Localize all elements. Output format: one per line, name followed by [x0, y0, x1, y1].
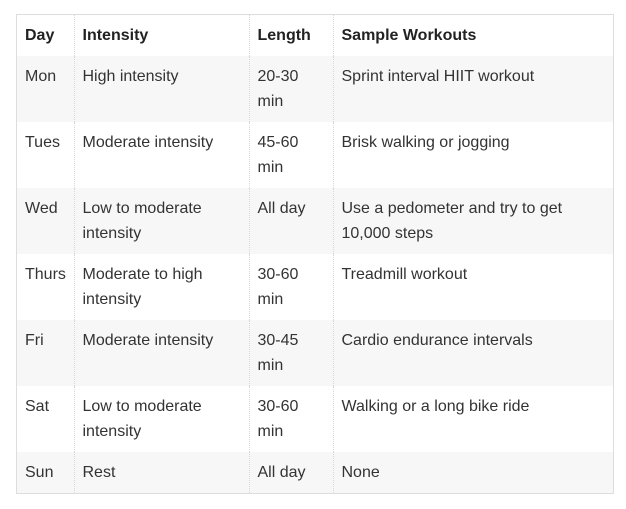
table-row: Mon High intensity 20-30 min Sprint inte…: [17, 56, 613, 122]
header-row: Day Intensity Length Sample Workouts: [17, 15, 613, 56]
cell-day: Fri: [25, 332, 44, 349]
cell-intensity: Low to moderate intensity: [73, 188, 249, 254]
cell-day: Sun: [25, 464, 54, 481]
header-day: Day: [25, 27, 55, 44]
table-body: Mon High intensity 20-30 min Sprint inte…: [17, 56, 613, 493]
cell-workout: Brisk walking or jogging: [332, 122, 613, 188]
cell-length: 20-30 min: [248, 56, 333, 122]
cell-length: 45-60 min: [248, 122, 333, 188]
table-row: Sat Low to moderate intensity 30-60 min …: [17, 386, 613, 452]
cell-workout: Use a pedometer and try to get 10,000 st…: [332, 188, 613, 254]
table-header: Day Intensity Length Sample Workouts: [17, 15, 613, 56]
table-row: Thurs Moderate to high intensity 30-60 m…: [17, 254, 613, 320]
header-intensity: Intensity: [73, 15, 249, 56]
table-row: Sun Rest All day None: [17, 452, 613, 493]
cell-intensity: High intensity: [73, 56, 249, 122]
cell-intensity: Rest: [73, 452, 249, 493]
cell-workout: Walking or a long bike ride: [332, 386, 613, 452]
cell-workout: Treadmill workout: [332, 254, 613, 320]
cell-intensity: Moderate intensity: [73, 320, 249, 386]
cell-length: 30-45 min: [248, 320, 333, 386]
workout-schedule-table: Day Intensity Length Sample Workouts Mon…: [16, 14, 614, 494]
cell-length: 30-60 min: [248, 386, 333, 452]
table-row: Wed Low to moderate intensity All day Us…: [17, 188, 613, 254]
cell-day: Sat: [25, 398, 50, 415]
cell-day: Wed: [25, 200, 58, 217]
cell-day: Thurs: [25, 266, 66, 283]
cell-length: 30-60 min: [248, 254, 333, 320]
cell-workout: None: [332, 452, 613, 493]
cell-length: All day: [248, 452, 333, 493]
table-row: Fri Moderate intensity 30-45 min Cardio …: [17, 320, 613, 386]
cell-day: Mon: [25, 68, 57, 85]
cell-workout: Cardio endurance intervals: [332, 320, 613, 386]
table-row: Tues Moderate intensity 45-60 min Brisk …: [17, 122, 613, 188]
cell-intensity: Moderate to high intensity: [73, 254, 249, 320]
header-sample-workouts: Sample Workouts: [332, 15, 613, 56]
cell-intensity: Moderate intensity: [73, 122, 249, 188]
header-length: Length: [248, 15, 333, 56]
cell-intensity: Low to moderate intensity: [73, 386, 249, 452]
cell-workout: Sprint interval HIIT workout: [332, 56, 613, 122]
cell-length: All day: [248, 188, 333, 254]
cell-day: Tues: [25, 134, 60, 151]
schedule-table: Day Intensity Length Sample Workouts Mon…: [17, 15, 613, 493]
